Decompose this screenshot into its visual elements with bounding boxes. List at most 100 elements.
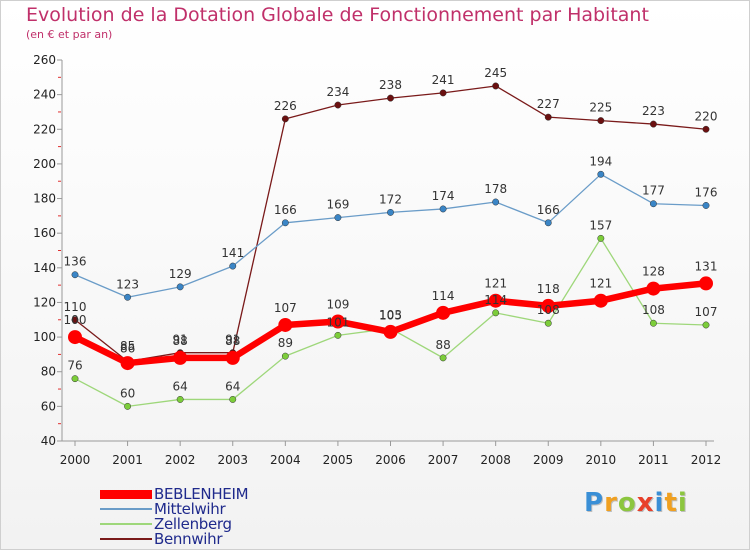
- data-label-beblenheim: 107: [274, 301, 297, 315]
- point-beblenheim: [646, 281, 661, 296]
- point-mittelwihr: [176, 283, 184, 291]
- data-label-bennwihr: 223: [642, 104, 665, 118]
- data-label-bennwihr: 91: [173, 333, 188, 347]
- legend-swatch: [100, 489, 152, 499]
- logo-letter: t: [664, 488, 678, 518]
- data-label-zellenberg: 76: [67, 359, 82, 373]
- point-beblenheim: [488, 293, 503, 308]
- point-zellenberg: [334, 331, 342, 339]
- data-label-zellenberg: 101: [326, 315, 349, 329]
- point-zellenberg: [702, 321, 710, 329]
- point-bennwihr: [492, 82, 500, 90]
- point-mittelwihr: [702, 202, 710, 209]
- y-tick-label: 180: [33, 192, 56, 206]
- x-tick-label: 2002: [165, 453, 196, 467]
- point-mittelwihr: [71, 271, 79, 279]
- point-mittelwihr: [281, 219, 289, 227]
- point-beblenheim: [173, 350, 188, 365]
- data-label-mittelwihr: 177: [642, 184, 665, 198]
- point-beblenheim: [383, 324, 398, 339]
- point-mittelwihr: [544, 219, 552, 227]
- point-beblenheim: [278, 317, 293, 332]
- legend-item-beblenheim: BEBLENHEIM: [100, 485, 320, 503]
- point-bennwihr: [544, 113, 552, 121]
- point-bennwihr: [649, 120, 657, 128]
- data-label-bennwihr: 238: [379, 78, 402, 92]
- data-label-beblenheim: 88: [173, 334, 188, 348]
- x-tick-label: 2004: [270, 453, 301, 467]
- data-label-bennwihr: 227: [537, 97, 560, 111]
- point-mittelwihr: [387, 208, 394, 216]
- legend-item-zellenberg: Zellenberg: [100, 515, 320, 533]
- x-tick-label: 2005: [323, 453, 354, 467]
- data-label-mittelwihr: 141: [221, 246, 244, 260]
- x-tick-label: 2000: [60, 453, 91, 467]
- x-tick-label: 2012: [691, 453, 722, 467]
- legend-label: Bennwihr: [154, 530, 223, 548]
- point-beblenheim: [436, 305, 451, 320]
- data-label-bennwihr: 241: [432, 73, 455, 87]
- data-label-mittelwihr: 136: [64, 255, 87, 269]
- point-zellenberg: [649, 319, 657, 327]
- data-label-mittelwihr: 166: [537, 203, 560, 217]
- data-label-beblenheim: 88: [225, 334, 240, 348]
- point-bennwihr: [387, 94, 394, 102]
- y-tick-label: 200: [33, 157, 56, 171]
- data-label-zellenberg: 108: [642, 303, 665, 317]
- legend-swatch: [100, 538, 152, 540]
- chart-subtitle: (en € et par an): [26, 28, 113, 41]
- proxiti-logo: Proxiti: [584, 488, 688, 518]
- legend-item-mittelwihr: Mittelwihr: [100, 500, 320, 518]
- data-label-bennwihr: 110: [64, 300, 87, 314]
- x-tick-label: 2003: [217, 453, 248, 467]
- legend-swatch: [100, 508, 152, 510]
- data-label-beblenheim: 114: [432, 289, 455, 303]
- logo-letter: r: [604, 488, 618, 518]
- y-tick-label: 60: [41, 399, 56, 413]
- logo-letter: i: [677, 488, 688, 518]
- point-beblenheim: [120, 356, 135, 371]
- y-tick-label: 40: [41, 434, 56, 448]
- data-label-beblenheim: 121: [589, 277, 612, 291]
- y-tick-label: 220: [33, 122, 56, 136]
- data-label-mittelwihr: 178: [484, 182, 507, 196]
- logo-letter: x: [636, 488, 655, 518]
- x-tick-label: 2009: [533, 453, 564, 467]
- data-label-zellenberg: 64: [225, 379, 240, 393]
- y-tick-label: 240: [33, 88, 56, 102]
- logo-letter: P: [584, 488, 605, 518]
- y-tick-label: 100: [33, 330, 56, 344]
- point-zellenberg: [492, 309, 500, 317]
- point-zellenberg: [124, 402, 132, 410]
- data-label-bennwihr: 220: [695, 109, 718, 123]
- data-label-beblenheim: 131: [695, 259, 718, 273]
- point-bennwihr: [71, 316, 79, 324]
- data-label-mittelwihr: 169: [326, 198, 349, 212]
- point-mittelwihr: [229, 262, 237, 270]
- y-tick-label: 80: [41, 365, 56, 379]
- data-label-bennwihr: 226: [274, 99, 297, 113]
- point-mittelwihr: [334, 214, 342, 222]
- data-label-beblenheim: 118: [537, 282, 560, 296]
- point-mittelwihr: [492, 198, 500, 206]
- x-tick-label: 2011: [638, 453, 669, 467]
- data-label-bennwihr: 225: [589, 101, 612, 115]
- point-beblenheim: [68, 330, 82, 345]
- legend-item-bennwihr: Bennwihr: [100, 530, 320, 548]
- data-label-mittelwihr: 123: [116, 277, 139, 291]
- point-zellenberg: [71, 375, 79, 383]
- point-zellenberg: [229, 395, 237, 403]
- point-mittelwihr: [124, 293, 132, 301]
- point-beblenheim: [330, 314, 345, 329]
- data-label-beblenheim: 121: [484, 277, 507, 291]
- data-label-bennwihr: 234: [326, 85, 349, 99]
- data-label-zellenberg: 105: [379, 308, 402, 322]
- point-mittelwihr: [439, 205, 447, 213]
- point-bennwihr: [334, 101, 342, 109]
- data-label-zellenberg: 108: [537, 303, 560, 317]
- logo-letter: i: [654, 488, 665, 518]
- legend-label: BEBLENHEIM: [154, 485, 249, 503]
- data-label-zellenberg: 60: [120, 386, 135, 400]
- data-label-bennwihr: 86: [120, 341, 135, 355]
